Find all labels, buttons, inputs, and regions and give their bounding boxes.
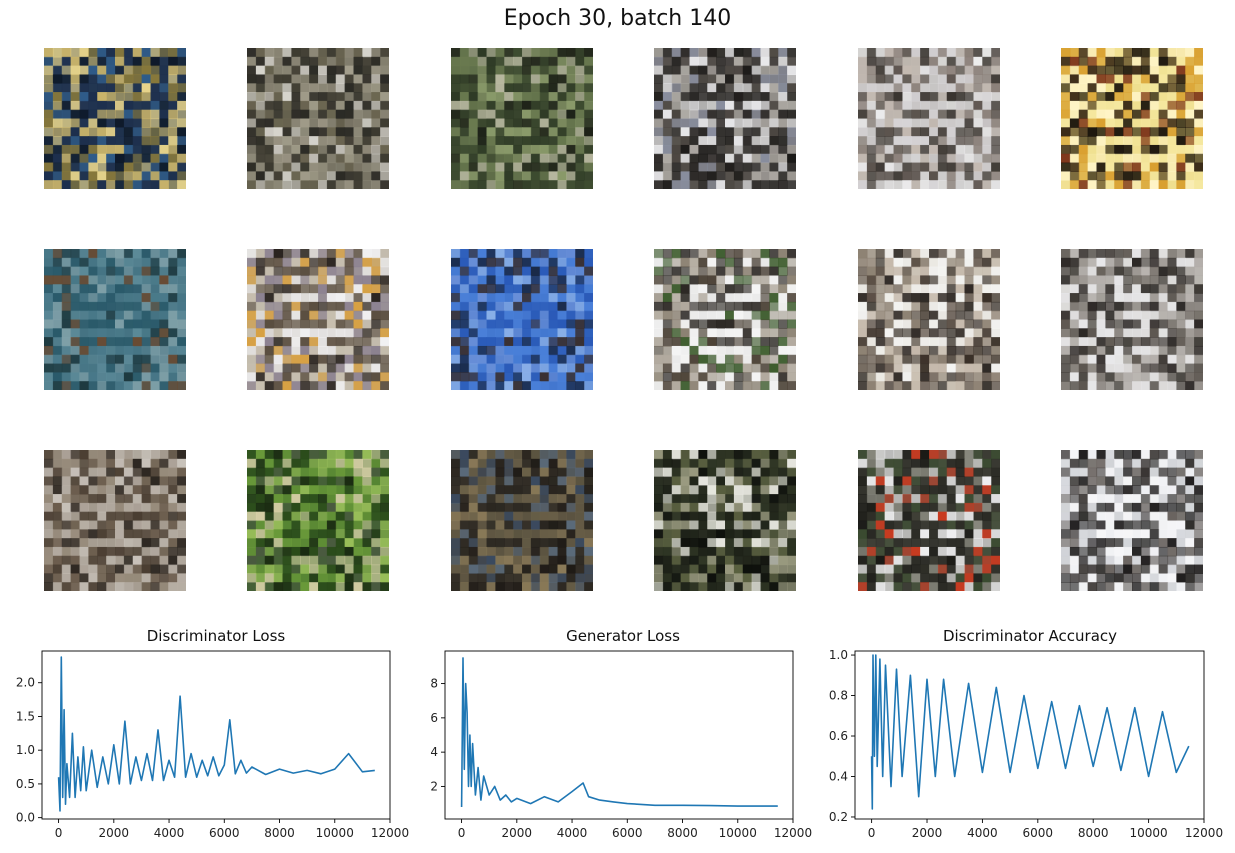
- x-tick-label: 2000: [502, 826, 533, 840]
- x-tick-label: 12000: [371, 826, 409, 840]
- y-tick-label: 1.0: [16, 743, 35, 757]
- sample-image-15-pixels: [451, 450, 593, 591]
- y-tick-label: 0.4: [829, 769, 848, 783]
- x-tick-label: 2000: [99, 826, 130, 840]
- x-tick-label: 6000: [1023, 826, 1054, 840]
- y-tick-label: 2.0: [16, 676, 35, 690]
- discriminator-accuracy-svg: Discriminator Accuracy 0 2000 4000 6000 8000…: [829, 627, 1223, 840]
- sample-image-12-pixels: [1061, 249, 1203, 390]
- x-tick-label: 6000: [209, 826, 240, 840]
- sample-image-10: [654, 249, 796, 390]
- sample-image-13-pixels: [44, 450, 186, 591]
- sample-image-8: [247, 249, 389, 390]
- discriminator-loss-svg: Discriminator Loss 0 2000 4000 6000 8000 1000…: [16, 627, 409, 840]
- y-tick-label: 6: [430, 711, 438, 725]
- sample-image-5: [858, 48, 1000, 189]
- discriminator-accuracy-chart: Discriminator Accuracy 0 2000 4000 6000 8000…: [815, 625, 1235, 853]
- x-tick-label: 8000: [667, 826, 698, 840]
- discriminator-loss-title: Discriminator Loss: [147, 627, 286, 645]
- axes-frame: [444, 650, 794, 820]
- sample-image-4-pixels: [654, 48, 796, 189]
- y-tick-label: 2: [430, 779, 438, 793]
- x-tick-label: 10000: [719, 826, 757, 840]
- axes-frame: [41, 650, 391, 820]
- x-tick-label: 10000: [1130, 826, 1168, 840]
- y-tick-label: 8: [430, 677, 438, 691]
- x-tick-label: 8000: [264, 826, 295, 840]
- generator-loss-chart: Generator Loss 0 2000 4000 6000 8000 10000 120…: [410, 625, 820, 853]
- series-line: [57, 656, 375, 812]
- sample-image-9: [451, 249, 593, 390]
- y-tick-label: 4: [430, 745, 438, 759]
- sample-image-11: [858, 249, 1000, 390]
- x-tick-label: 0: [55, 826, 63, 840]
- sample-image-3: [451, 48, 593, 189]
- sample-image-13: [44, 450, 186, 591]
- sample-image-8-pixels: [247, 249, 389, 390]
- sample-image-3-pixels: [451, 48, 593, 189]
- generator-loss-svg: Generator Loss 0 2000 4000 6000 8000 10000 120…: [430, 627, 812, 840]
- sample-image-14: [247, 450, 389, 591]
- series-line: [870, 654, 1190, 810]
- sample-image-12: [1061, 249, 1203, 390]
- sample-image-2: [247, 48, 389, 189]
- figure-title: Epoch 30, batch 140: [503, 6, 732, 31]
- sample-image-17-pixels: [858, 450, 1000, 591]
- sample-image-9-pixels: [451, 249, 593, 390]
- series-line: [460, 657, 778, 808]
- x-tick-label: 4000: [557, 826, 588, 840]
- sample-image-16: [654, 450, 796, 591]
- x-tick-label: 0: [868, 826, 876, 840]
- sample-image-16-pixels: [654, 450, 796, 591]
- sample-image-7-pixels: [44, 249, 186, 390]
- sample-image-6: [1061, 48, 1203, 189]
- sample-image-15: [451, 450, 593, 591]
- sample-image-14-pixels: [247, 450, 389, 591]
- discriminator-loss-chart: Discriminator Loss 0 2000 4000 6000 8000 1000…: [0, 625, 410, 853]
- sample-image-4: [654, 48, 796, 189]
- x-tick-label: 4000: [154, 826, 185, 840]
- y-tick-label: 0.8: [829, 689, 848, 703]
- x-tick-label: 8000: [1078, 826, 1109, 840]
- y-tick-label: 0.5: [16, 777, 35, 791]
- sample-image-2-pixels: [247, 48, 389, 189]
- y-tick-label: 1.0: [829, 648, 848, 662]
- sample-image-11-pixels: [858, 249, 1000, 390]
- generator-loss-title: Generator Loss: [566, 627, 680, 645]
- sample-image-18: [1061, 450, 1203, 591]
- y-tick-label: 0.6: [829, 729, 848, 743]
- sample-image-18-pixels: [1061, 450, 1203, 591]
- x-tick-label: 0: [458, 826, 466, 840]
- sample-image-7: [44, 249, 186, 390]
- sample-image-17: [858, 450, 1000, 591]
- y-tick-label: 1.5: [16, 709, 35, 723]
- sample-image-1-pixels: [44, 48, 186, 189]
- x-tick-label: 10000: [316, 826, 354, 840]
- sample-image-6-pixels: [1061, 48, 1203, 189]
- y-tick-label: 0.0: [16, 811, 35, 825]
- y-tick-label: 0.2: [829, 810, 848, 824]
- x-tick-label: 4000: [967, 826, 998, 840]
- x-tick-label: 12000: [1185, 826, 1223, 840]
- sample-image-5-pixels: [858, 48, 1000, 189]
- axes-frame: [854, 650, 1205, 820]
- x-tick-label: 2000: [912, 826, 943, 840]
- x-tick-label: 12000: [774, 826, 812, 840]
- sample-image-1: [44, 48, 186, 189]
- sample-image-10-pixels: [654, 249, 796, 390]
- x-tick-label: 6000: [612, 826, 643, 840]
- discriminator-accuracy-title: Discriminator Accuracy: [943, 627, 1117, 645]
